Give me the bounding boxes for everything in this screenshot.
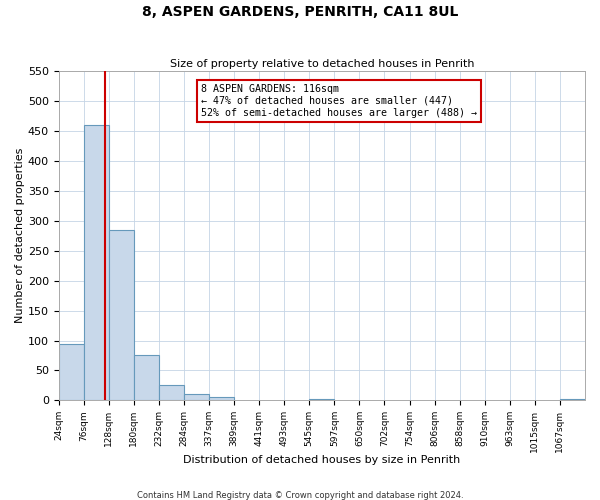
Text: 8 ASPEN GARDENS: 116sqm
← 47% of detached houses are smaller (447)
52% of semi-d: 8 ASPEN GARDENS: 116sqm ← 47% of detache… bbox=[201, 84, 477, 117]
Bar bbox=[309, 398, 334, 400]
Bar bbox=[560, 398, 585, 400]
X-axis label: Distribution of detached houses by size in Penrith: Distribution of detached houses by size … bbox=[183, 455, 460, 465]
Bar bbox=[109, 230, 134, 400]
Text: 8, ASPEN GARDENS, PENRITH, CA11 8UL: 8, ASPEN GARDENS, PENRITH, CA11 8UL bbox=[142, 5, 458, 19]
Bar bbox=[184, 394, 209, 400]
Title: Size of property relative to detached houses in Penrith: Size of property relative to detached ho… bbox=[170, 59, 474, 69]
Bar bbox=[159, 386, 184, 400]
Bar bbox=[83, 125, 109, 400]
Bar bbox=[209, 398, 234, 400]
Y-axis label: Number of detached properties: Number of detached properties bbox=[15, 148, 25, 324]
Bar bbox=[134, 356, 159, 401]
Text: Contains HM Land Registry data © Crown copyright and database right 2024.: Contains HM Land Registry data © Crown c… bbox=[137, 490, 463, 500]
Bar bbox=[59, 344, 83, 400]
